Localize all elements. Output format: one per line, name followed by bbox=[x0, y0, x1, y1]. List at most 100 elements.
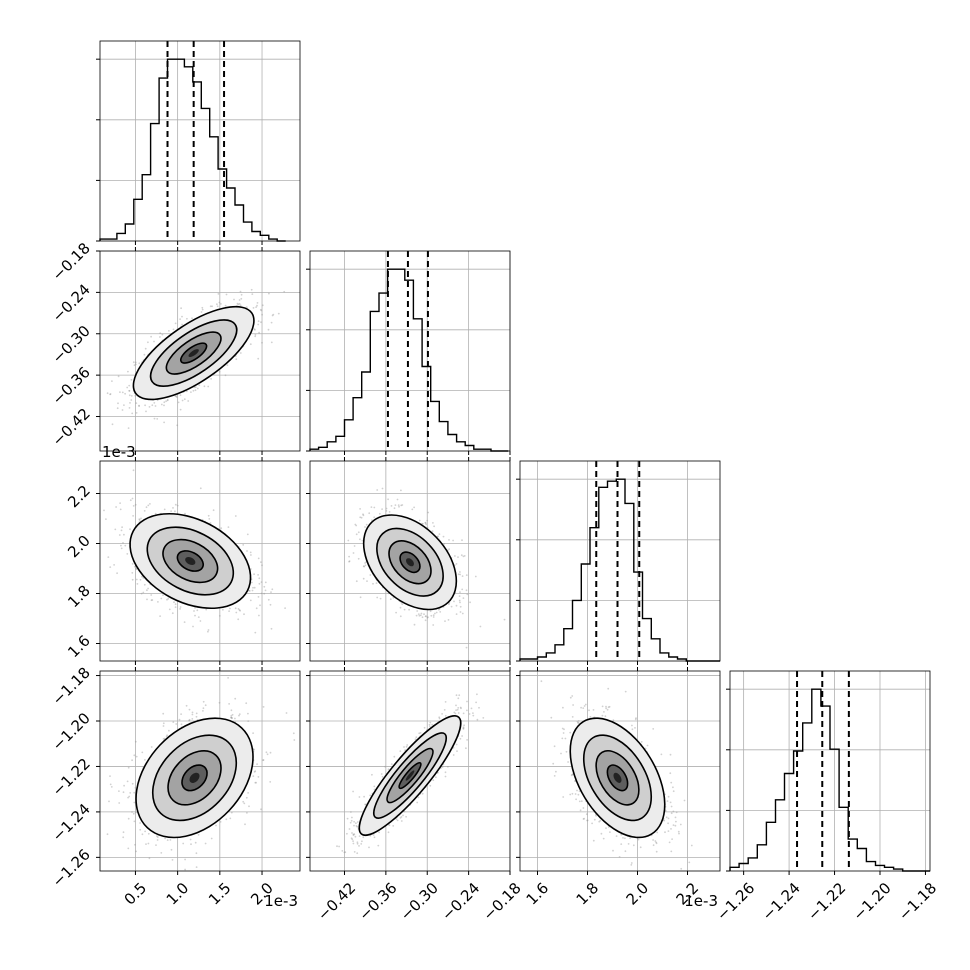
sample-point bbox=[399, 606, 402, 609]
sample-point bbox=[364, 562, 366, 564]
sample-point bbox=[229, 607, 231, 610]
sample-point bbox=[154, 512, 157, 515]
sample-point bbox=[254, 329, 256, 331]
sample-point bbox=[457, 573, 460, 576]
sample-point bbox=[168, 330, 170, 332]
sample-point bbox=[192, 625, 194, 628]
sample-point bbox=[461, 575, 464, 577]
sample-point bbox=[450, 605, 453, 608]
sample-point bbox=[421, 616, 424, 619]
sample-point bbox=[418, 614, 421, 617]
sample-point bbox=[235, 358, 238, 361]
sample-point bbox=[196, 609, 199, 612]
sample-point bbox=[190, 391, 192, 393]
sample-point bbox=[122, 831, 125, 834]
sample-point bbox=[399, 615, 402, 618]
sample-point bbox=[242, 544, 245, 546]
sample-point bbox=[239, 609, 242, 612]
sample-point bbox=[215, 824, 217, 827]
sample-point bbox=[131, 563, 134, 565]
sample-point bbox=[131, 811, 133, 813]
sample-point bbox=[142, 591, 145, 594]
sample-point bbox=[258, 582, 261, 585]
sample-point bbox=[181, 315, 183, 318]
sample-point bbox=[159, 332, 162, 334]
sample-point bbox=[124, 392, 126, 395]
sample-point bbox=[141, 833, 144, 836]
sample-point bbox=[236, 302, 239, 305]
sample-point bbox=[427, 511, 430, 514]
sample-point bbox=[149, 503, 151, 505]
sample-point bbox=[459, 571, 461, 573]
sample-point bbox=[258, 577, 261, 580]
scatter-panel-3-0 bbox=[96, 667, 301, 875]
sample-point bbox=[425, 615, 427, 617]
sample-point bbox=[396, 498, 399, 501]
sample-point bbox=[244, 823, 246, 826]
sample-point bbox=[134, 361, 137, 364]
sample-point bbox=[144, 347, 147, 350]
sample-point bbox=[250, 581, 253, 584]
sample-point bbox=[400, 504, 403, 507]
sample-point bbox=[195, 866, 198, 868]
sample-point bbox=[269, 751, 272, 754]
sample-point bbox=[177, 401, 180, 404]
hist-panel-1 bbox=[306, 250, 511, 455]
sample-point bbox=[207, 385, 210, 388]
sample-point bbox=[381, 508, 383, 510]
sample-point bbox=[194, 614, 196, 617]
sample-point bbox=[465, 589, 468, 592]
sample-point bbox=[174, 322, 177, 325]
sample-point bbox=[270, 627, 273, 630]
sample-point bbox=[393, 507, 396, 510]
sample-point bbox=[400, 489, 402, 492]
sample-point bbox=[257, 574, 259, 576]
sample-point bbox=[373, 516, 376, 519]
panel-frame bbox=[309, 460, 511, 662]
contour-level-3 bbox=[179, 342, 208, 364]
sample-point bbox=[123, 784, 125, 787]
sample-point bbox=[371, 519, 373, 521]
sample-point bbox=[135, 568, 138, 570]
sample-point bbox=[174, 503, 177, 506]
sample-point bbox=[388, 511, 391, 513]
sample-point bbox=[373, 506, 376, 509]
sample-point bbox=[271, 588, 274, 591]
sample-point bbox=[113, 564, 115, 566]
sample-point bbox=[109, 393, 112, 395]
sample-point bbox=[131, 782, 134, 785]
sample-point bbox=[133, 820, 136, 823]
sample-point bbox=[160, 403, 163, 406]
density-fill-4 bbox=[406, 558, 414, 567]
sample-point bbox=[355, 580, 358, 583]
sample-point bbox=[255, 306, 257, 308]
sample-point bbox=[503, 618, 506, 621]
sample-point bbox=[219, 821, 222, 823]
sample-point bbox=[175, 396, 178, 398]
sample-point bbox=[191, 317, 193, 320]
sample-point bbox=[458, 595, 461, 597]
sample-point bbox=[131, 572, 134, 574]
sample-point bbox=[252, 307, 255, 309]
scatter-panel-2-0 bbox=[92, 457, 301, 665]
hist-panel-0 bbox=[96, 40, 301, 245]
sample-point bbox=[139, 578, 142, 581]
sample-point bbox=[437, 535, 439, 538]
sample-point bbox=[355, 533, 358, 536]
contour-level-2 bbox=[165, 331, 222, 375]
sample-point bbox=[355, 524, 358, 527]
sample-point bbox=[459, 591, 461, 593]
sample-point bbox=[408, 608, 410, 611]
sample-point bbox=[128, 394, 131, 397]
sample-point bbox=[134, 503, 137, 506]
panel-content bbox=[92, 461, 300, 661]
sample-point bbox=[135, 850, 138, 853]
sample-point bbox=[127, 847, 130, 850]
sample-point bbox=[457, 556, 459, 558]
contour-level-2 bbox=[162, 538, 219, 584]
sample-point bbox=[413, 623, 416, 626]
sample-point bbox=[143, 583, 146, 586]
sample-point bbox=[234, 607, 237, 610]
sample-point bbox=[92, 489, 94, 491]
sample-point bbox=[227, 526, 230, 528]
